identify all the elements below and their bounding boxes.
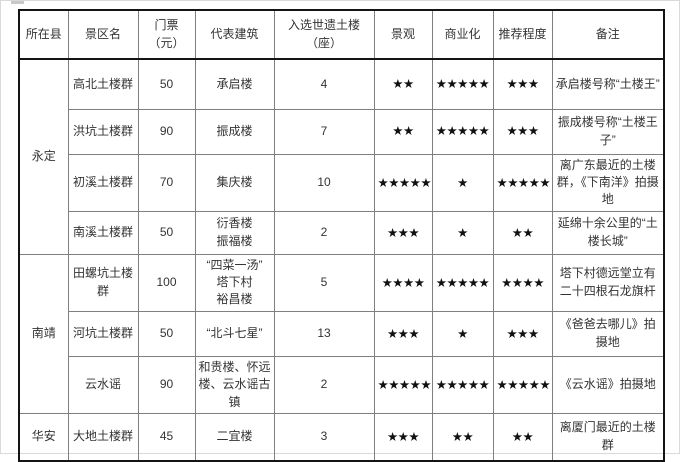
recommend-stars: ★★: [492, 210, 553, 255]
heritage-count-cell: 2: [273, 355, 375, 415]
scenery-stars: ★★★★★: [373, 153, 433, 212]
scenic-name-cell: 洪坑土楼群: [67, 108, 139, 155]
remark-cell: 《爸爸去哪儿》拍摄地: [551, 310, 665, 357]
building-cell: 二宜楼: [194, 413, 275, 462]
scenery-stars: ★★★★: [373, 253, 433, 312]
corner-artifact: [11, 1, 24, 4]
scenery-stars: ★★: [373, 108, 433, 155]
scenic-name-cell: 高北土楼群: [67, 58, 139, 110]
ticket-cell: 100: [137, 253, 196, 312]
scenic-name-cell: 南溪土楼群: [67, 210, 139, 255]
recommend-stars: ★★★★: [492, 253, 553, 312]
scenery-stars: ★★★★★: [373, 355, 433, 415]
remark-cell: 延绵十余公里的“土楼长城”: [551, 210, 665, 255]
header-recommend: 推荐程度: [492, 9, 553, 60]
heritage-count-cell: 7: [273, 108, 375, 155]
heritage-count-cell: 4: [273, 58, 375, 110]
county-cell: 南靖: [18, 253, 69, 415]
scenery-stars: ★★★: [373, 413, 433, 462]
table-row: 洪坑土楼群 90 振成楼 7 ★★ ★★★★★ ★★★ 振成楼号称“土楼王子”: [19, 108, 665, 155]
scenery-stars: ★★★: [373, 310, 433, 357]
table-row: 南溪土楼群 50 衍香楼 振福楼 2 ★★★ ★ ★★ 延绵十余公里的“土楼长城”: [19, 210, 665, 255]
recommend-stars: ★★★: [492, 310, 553, 357]
table-body: 永定 高北土楼群 50 承启楼 4 ★★ ★★★★★ ★★★ 承启楼号称“土楼王” 洪坑土楼群 90…: [18, 58, 665, 462]
heritage-count-cell: 5: [273, 253, 375, 312]
recommend-stars: ★★★★★: [492, 153, 553, 212]
remark-cell: 《云水谣》拍摄地: [551, 355, 665, 415]
table-row: 河坑土楼群 50 “北斗七星” 13 ★★★ ★ ★★★ 《爸爸去哪儿》拍摄地: [19, 310, 665, 357]
commercial-stars: ★★★★★: [431, 355, 494, 415]
scenic-name-cell: 大地土楼群: [67, 413, 139, 462]
building-cell: 和贵楼、怀远楼、云水谣古镇: [194, 355, 275, 415]
header-scenery: 景观: [373, 9, 433, 60]
remark-cell: 离厦门最近的土楼群: [551, 413, 665, 462]
table-row: 云水谣 90 和贵楼、怀远楼、云水谣古镇 2 ★★★★★ ★★★★★ ★★★★★ 《云水谣》拍…: [19, 355, 665, 415]
header-remark: 备注: [551, 9, 665, 60]
building-cell: 集庆楼: [194, 153, 275, 212]
ticket-cell: 50: [137, 310, 196, 357]
building-cell: 衍香楼 振福楼: [194, 210, 275, 255]
scenic-name-cell: 云水谣: [67, 355, 139, 415]
building-cell: 振成楼: [194, 108, 275, 155]
commercial-stars: ★: [431, 310, 494, 357]
ticket-cell: 50: [137, 58, 196, 110]
header-county: 所在县: [18, 9, 69, 60]
ticket-cell: 50: [137, 210, 196, 255]
building-cell: “四菜一汤” 塔下村 裕昌楼: [194, 253, 275, 312]
county-cell: 永定: [18, 58, 69, 255]
commercial-stars: ★: [431, 153, 494, 212]
scenery-stars: ★★: [373, 58, 433, 110]
heritage-count-cell: 13: [273, 310, 375, 357]
heritage-count-cell: 2: [273, 210, 375, 255]
heritage-count-cell: 3: [273, 413, 375, 462]
table-row: 华安 大地土楼群 45 二宜楼 3 ★★★ ★★ ★★ 离厦门最近的土楼群: [18, 413, 665, 462]
commercial-stars: ★★★★★: [431, 58, 494, 110]
building-cell: “北斗七星”: [194, 310, 275, 357]
scenery-stars: ★★★: [373, 210, 433, 255]
ticket-cell: 70: [137, 153, 196, 212]
table-row: 初溪土楼群 70 集庆楼 10 ★★★★★ ★ ★★★★★ 离广东最近的土楼群，《下南洋》拍摄…: [19, 153, 665, 212]
ticket-cell: 90: [137, 355, 196, 415]
header-ticket: 门票 （元）: [137, 9, 196, 60]
county-cell: 华安: [18, 413, 69, 462]
header-building: 代表建筑: [194, 9, 275, 60]
scenic-name-cell: 河坑土楼群: [67, 310, 139, 357]
recommend-stars: ★★: [492, 413, 553, 462]
scenic-name-cell: 初溪土楼群: [67, 153, 139, 212]
commercial-stars: ★★: [431, 413, 494, 462]
header-row: 所在县 景区名 门票 （元） 代表建筑 入选世遗土楼（座） 景观 商业化 推荐程度 备注: [18, 9, 665, 60]
recommend-stars: ★★★: [492, 108, 553, 155]
header-heritage-count: 入选世遗土楼（座）: [273, 9, 375, 60]
building-cell: 承启楼: [194, 58, 275, 110]
table-row: 南靖 田螺坑土楼群 100 “四菜一汤” 塔下村 裕昌楼 5 ★★★★ ★★★★★ ★★★★ 塔…: [18, 253, 665, 415]
remark-cell: 承启楼号称“土楼王”: [551, 58, 665, 110]
heritage-count-cell: 10: [273, 153, 375, 212]
table-row: 永定 高北土楼群 50 承启楼 4 ★★ ★★★★★ ★★★ 承启楼号称“土楼王”: [18, 58, 665, 255]
remark-cell: 塔下村德远堂立有二十四根石龙旗杆: [551, 253, 665, 312]
remark-cell: 振成楼号称“土楼王子”: [551, 108, 665, 155]
header-commercial: 商业化: [431, 9, 494, 60]
commercial-stars: ★: [431, 210, 494, 255]
commercial-stars: ★★★★★: [431, 253, 494, 312]
recommend-stars: ★★★★★: [492, 355, 553, 415]
recommend-stars: ★★★: [492, 58, 553, 110]
commercial-stars: ★★★★★: [431, 108, 494, 155]
scenic-name-cell: 田螺坑土楼群: [67, 253, 139, 312]
ticket-cell: 90: [137, 108, 196, 155]
remark-cell: 离广东最近的土楼群，《下南洋》拍摄地: [551, 153, 665, 212]
tulou-comparison-table: 所在县 景区名 门票 （元） 代表建筑 入选世遗土楼（座） 景观 商业化 推荐程度 备注 永定高…: [18, 9, 665, 462]
header-scenic-name: 景区名: [67, 9, 139, 60]
ticket-cell: 45: [137, 413, 196, 462]
